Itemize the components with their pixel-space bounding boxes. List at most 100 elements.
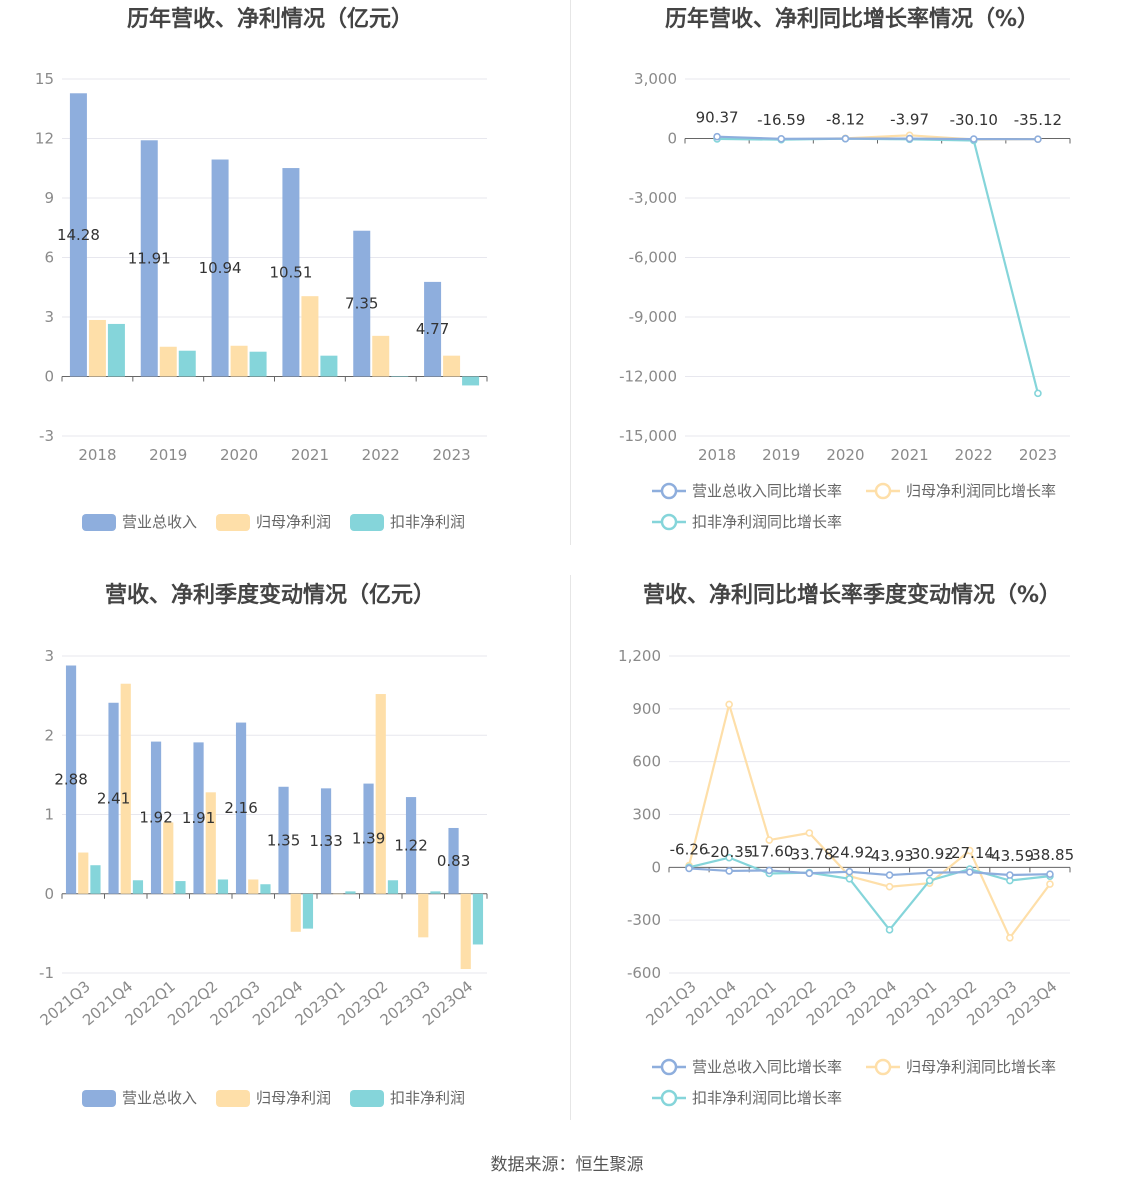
vertical-divider-top	[570, 0, 571, 545]
point-营业总收入同比增长率	[925, 868, 934, 877]
y-tick-label: 1	[44, 806, 54, 824]
point-营业总收入同比增长率	[685, 864, 693, 873]
y-tick-label: 0	[651, 858, 661, 876]
bar-营业总收入	[282, 168, 300, 377]
line-data-label: -8.12	[826, 111, 865, 129]
legend-label: 扣非净利润	[390, 513, 465, 531]
x-tick-label: 2021	[291, 446, 329, 464]
point-营业总收入同比增长率	[805, 869, 814, 878]
point-营业总收入同比增长率	[1006, 871, 1014, 879]
legend-label: 扣非净利润	[390, 1089, 465, 1107]
legend-label: 营业总收入同比增长率	[692, 482, 842, 500]
point-归母净利润同比增长率	[965, 846, 974, 855]
data-source-note: 数据来源：恒生聚源	[490, 1155, 644, 1175]
x-tick-label: 2020	[826, 446, 864, 464]
y-tick-label: 9	[44, 189, 54, 207]
annual-revenue-profit-svg: 历年营收、净利情况（亿元） -3 0 3 6 9 12 15 2018 2019 2020 2021 2…	[35, 6, 488, 531]
x-tick-label: 2022	[955, 446, 993, 464]
point-归母净利润同比增长率	[1046, 880, 1054, 888]
bar-扣非净利润	[320, 355, 338, 377]
bar-扣非净利润	[132, 880, 144, 894]
bar-data-label: 1.92	[139, 809, 172, 827]
bar-营业总收入	[448, 827, 459, 894]
bar-data-label: 2.88	[54, 771, 87, 789]
line-营业总收入同比增长率	[688, 867, 1050, 877]
bar-归母净利润	[230, 345, 248, 377]
bar-归母净利润	[163, 822, 174, 894]
line-data-label: -35.12	[1014, 111, 1062, 129]
bar-data-label: 1.39	[352, 830, 385, 848]
bar-扣非净利润	[391, 376, 409, 377]
line-data-label: -43.93	[865, 847, 913, 865]
legend-marker	[660, 1058, 678, 1076]
line-data-label: -6.26	[670, 840, 709, 858]
point-归母净利润同比增长率	[885, 882, 894, 891]
bar-归母净利润	[248, 879, 259, 894]
line-data-label: -30.10	[950, 111, 998, 129]
bar-营业总收入	[69, 93, 87, 377]
legend-swatch	[216, 1090, 250, 1107]
bar-扣非净利润	[249, 351, 267, 377]
legend-label: 归母净利润同比增长率	[906, 1058, 1056, 1076]
line-data-label: -43.59	[986, 847, 1034, 865]
point-营业总收入同比增长率	[713, 132, 721, 141]
bar-归母净利润	[120, 683, 131, 894]
x-tick-label: 2021	[890, 446, 928, 464]
line-data-label: -30.92	[905, 845, 953, 863]
bar-扣非净利润	[175, 881, 186, 894]
bar-data-label: 1.33	[309, 832, 342, 850]
bar-data-label: 4.77	[416, 320, 449, 338]
y-tick-label: 0	[44, 885, 54, 903]
bar-归母净利润	[78, 852, 89, 894]
y-tick-label: -600	[627, 964, 661, 982]
legend-label: 营业总收入	[122, 1089, 197, 1107]
annual-growth-rate-svg: 历年营收、净利同比增长率情况（%） -15,000 -12,000 -9,000 -6,…	[619, 6, 1071, 531]
legend-swatch	[82, 1090, 116, 1107]
bar-扣非净利润	[178, 350, 196, 377]
x-tick-label: 2023	[432, 446, 470, 464]
bar-data-label: 10.51	[269, 263, 312, 281]
bar-data-label: 10.94	[199, 259, 242, 277]
line-data-label: -38.85	[1026, 846, 1074, 864]
quarterly-growth-rate-svg: 营收、净利同比增长率季度变动情况（%） -600 -300 0 300 600 900 1,2…	[618, 582, 1074, 1107]
y-tick-label: -300	[627, 911, 661, 929]
bar-归母净利润	[205, 792, 216, 894]
legend-swatch	[82, 514, 116, 531]
line-data-label: -27.14	[946, 844, 994, 862]
legend-marker	[660, 513, 678, 531]
bar-扣非净利润	[260, 884, 271, 894]
y-tick-label: 900	[632, 700, 661, 718]
bar-data-label: 1.22	[394, 836, 427, 854]
bar-data-label: 7.35	[345, 295, 378, 313]
legend-label: 扣非净利润同比增长率	[692, 1089, 842, 1107]
y-tick-label: 0	[44, 368, 54, 386]
line-data-label: -20.35	[705, 843, 753, 861]
y-tick-label: 1,200	[618, 647, 661, 665]
point-营业总收入同比增长率	[1046, 870, 1054, 878]
bar-data-label: 0.83	[437, 852, 470, 870]
bar-扣非净利润	[107, 323, 125, 377]
point-营业总收入同比增长率	[1034, 135, 1042, 143]
y-tick-label: -3,000	[629, 189, 677, 207]
point-归母净利润同比增长率	[1006, 933, 1014, 942]
x-tick-label: 2023	[1019, 446, 1057, 464]
bar-营业总收入	[235, 722, 247, 894]
bar-归母净利润	[301, 296, 319, 377]
point-扣非净利润同比增长率	[885, 926, 894, 934]
line-data-label: -33.78	[785, 845, 833, 863]
legend-label: 归母净利润同比增长率	[906, 482, 1056, 500]
bar-营业总收入	[108, 702, 119, 894]
legend-swatch	[350, 514, 384, 531]
bar-营业总收入	[363, 783, 374, 894]
point-营业总收入同比增长率	[845, 867, 854, 876]
line-扣非净利润同比增长率	[717, 137, 1039, 394]
bar-data-label: 1.35	[267, 831, 300, 849]
vertical-divider-bottom	[570, 575, 571, 1120]
line-归母净利润同比增长率	[687, 700, 1051, 940]
bar-归母净利润	[88, 319, 106, 377]
bar-营业总收入	[424, 281, 442, 377]
bar-扣非净利润	[472, 893, 484, 945]
y-tick-label: 12	[35, 130, 54, 148]
line-扣非净利润同比增长率	[688, 856, 1051, 932]
y-tick-label: 300	[632, 806, 661, 824]
